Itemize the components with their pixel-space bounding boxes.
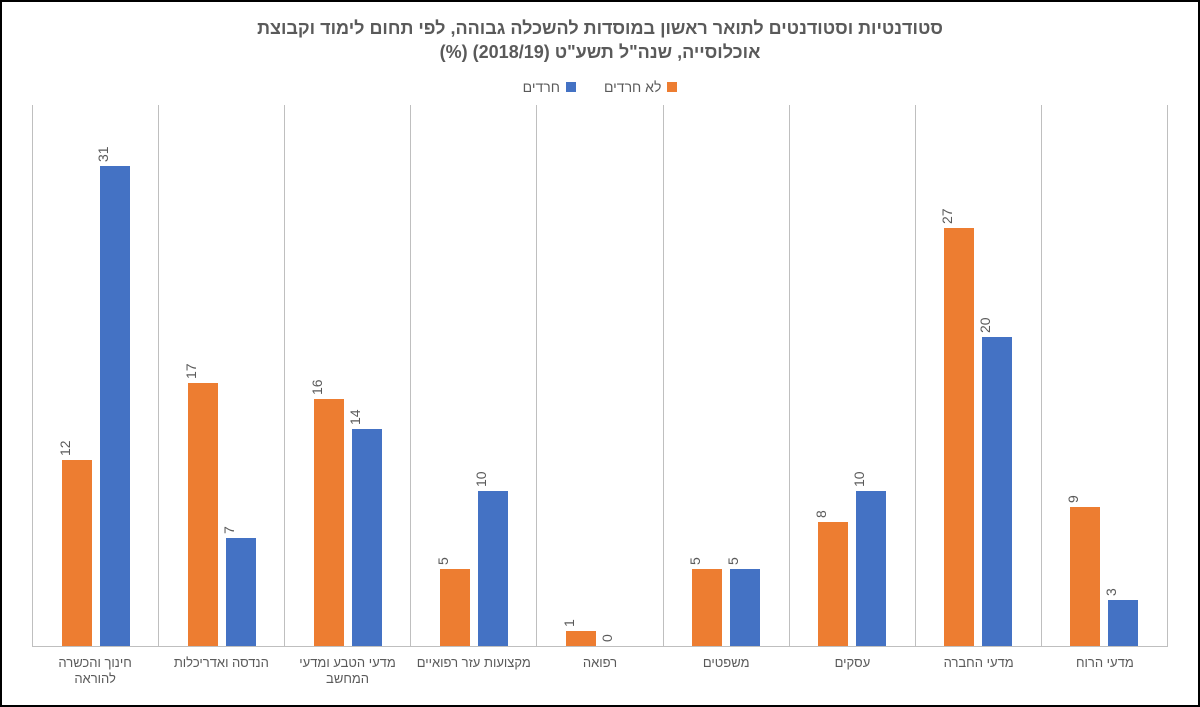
- bar-value-label: 0: [599, 634, 615, 646]
- legend-label: חרדים: [523, 79, 560, 95]
- bar: 1: [566, 631, 596, 646]
- bar: 12: [62, 460, 92, 646]
- chart-title-line1: סטודנטיות וסטודנטים לתואר ראשון במוסדות …: [42, 16, 1158, 40]
- bar: 3: [1108, 600, 1138, 646]
- bar-group: 510: [410, 105, 536, 646]
- legend-item: לא חרדים: [604, 79, 677, 95]
- bar-value-label: 3: [1103, 588, 1119, 600]
- bar: 10: [478, 491, 508, 646]
- bar-group: 10: [536, 105, 662, 646]
- x-axis-label: מדעי הרוח: [1042, 647, 1168, 695]
- bar: 8: [818, 522, 848, 646]
- bar-group: 55: [663, 105, 789, 646]
- x-axis-label: מקצועות עזר רפואיים: [411, 647, 537, 695]
- legend-label: לא חרדים: [604, 79, 661, 95]
- bar-value-label: 7: [221, 526, 237, 538]
- legend: לא חרדים חרדים: [2, 73, 1198, 105]
- bar-value-label: 14: [347, 410, 363, 430]
- bar-group: 2720: [915, 105, 1041, 646]
- bar-value-label: 5: [725, 557, 741, 569]
- bar-value-label: 5: [435, 557, 451, 569]
- x-axis-label: רפואה: [537, 647, 663, 695]
- bar: 5: [692, 569, 722, 646]
- bar-group: 810: [789, 105, 915, 646]
- bar: 17: [188, 383, 218, 646]
- bar-group: 177: [158, 105, 284, 646]
- legend-item: חרדים: [523, 79, 576, 95]
- plot-area: 123117716145101055810272093 חינוך והכשרה…: [2, 105, 1198, 705]
- bar-value-label: 9: [1065, 495, 1081, 507]
- x-axis-labels: חינוך והכשרה להוראההנדסה ואדריכלותמדעי ה…: [32, 647, 1168, 695]
- bar-group: 1614: [284, 105, 410, 646]
- bar-value-label: 20: [977, 317, 993, 337]
- bar-value-label: 8: [813, 510, 829, 522]
- bar: 20: [982, 337, 1012, 646]
- bar-group: 93: [1041, 105, 1168, 646]
- bar-group: 1231: [32, 105, 158, 646]
- bar: 16: [314, 399, 344, 647]
- bar-value-label: 16: [309, 379, 325, 399]
- bar: 7: [226, 538, 256, 646]
- chart-title: סטודנטיות וסטודנטים לתואר ראשון במוסדות …: [2, 2, 1198, 73]
- bar: 5: [440, 569, 470, 646]
- x-axis-label: משפטים: [663, 647, 789, 695]
- bar: 10: [856, 491, 886, 646]
- bar: 27: [944, 228, 974, 646]
- legend-swatch: [566, 82, 576, 92]
- chart-container: סטודנטיות וסטודנטים לתואר ראשון במוסדות …: [0, 0, 1200, 707]
- bar: 31: [100, 166, 130, 646]
- x-axis-label: מדעי הטבע ומדעי המחשב: [284, 647, 410, 695]
- x-axis-label: הנדסה ואדריכלות: [158, 647, 284, 695]
- bar: 14: [352, 429, 382, 646]
- bar-value-label: 10: [473, 472, 489, 492]
- bar-value-label: 31: [95, 147, 111, 167]
- bar-value-label: 12: [57, 441, 73, 461]
- plot-bars: 123117716145101055810272093: [32, 105, 1168, 647]
- bar-value-label: 1: [561, 619, 577, 631]
- x-axis-label: חינוך והכשרה להוראה: [32, 647, 158, 695]
- legend-swatch: [667, 82, 677, 92]
- x-axis-label: עסקים: [789, 647, 915, 695]
- chart-title-line2: אוכלוסייה, שנה"ל תשע"ט (2018/19) (%): [42, 40, 1158, 64]
- bar: 5: [730, 569, 760, 646]
- bar-value-label: 17: [183, 363, 199, 383]
- x-axis-label: מדעי החברה: [916, 647, 1042, 695]
- bar-value-label: 5: [687, 557, 703, 569]
- bar: 9: [1070, 507, 1100, 646]
- bar-value-label: 27: [939, 209, 955, 229]
- bar-value-label: 10: [851, 472, 867, 492]
